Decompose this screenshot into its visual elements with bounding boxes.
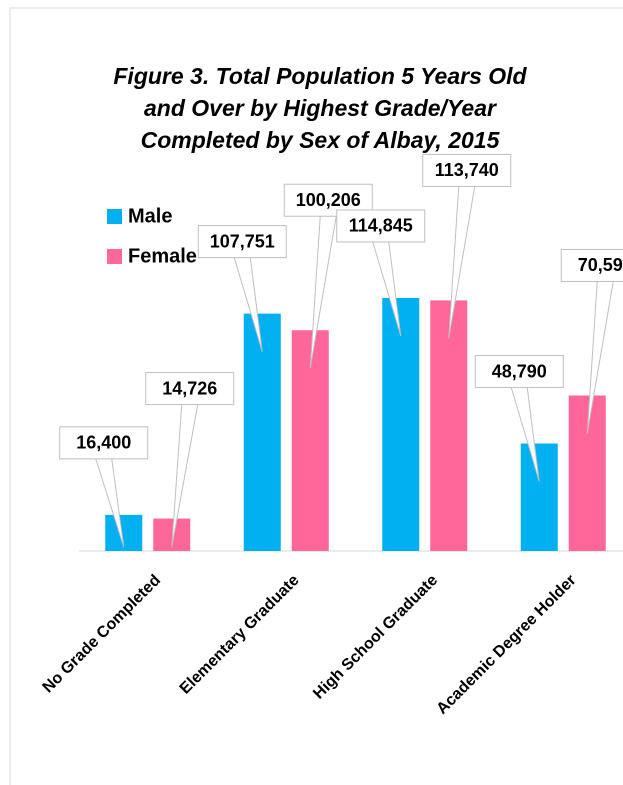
label-callout [448, 186, 476, 339]
chart-title: and Over by Highest Grade/Year [144, 95, 497, 121]
bar [568, 395, 606, 551]
bar [243, 313, 281, 551]
bar [520, 443, 558, 551]
data-label: 100,206 [296, 190, 361, 210]
data-label: 114,845 [349, 216, 413, 236]
label-callout [309, 216, 337, 369]
legend-swatch [107, 209, 122, 224]
data-label: 107,751 [210, 231, 275, 251]
label-callout [586, 281, 614, 434]
legend-label: Male [128, 205, 172, 227]
label-callout [510, 387, 540, 482]
data-label: 16,400 [76, 433, 131, 453]
data-label: 113,740 [435, 160, 499, 180]
label-box [474, 355, 564, 389]
chart-title: Figure 3. Total Population 5 Years Old [113, 63, 527, 89]
label-box [336, 209, 426, 243]
label-box [560, 248, 623, 282]
label-box [422, 153, 512, 187]
label-callout [95, 458, 125, 548]
data-label: 48,790 [492, 361, 547, 381]
label-box [145, 372, 235, 406]
chart-title: Completed by Sex of Albay, 2015 [141, 127, 501, 153]
bar [430, 300, 468, 551]
label-callout [233, 257, 263, 352]
label-callout [372, 241, 402, 337]
legend-label: Female [128, 245, 197, 267]
data-label: 70,591 [578, 255, 623, 275]
bar [382, 297, 420, 551]
label-box [197, 225, 287, 259]
data-label: 14,726 [162, 378, 217, 398]
label-callout [171, 404, 199, 548]
label-box [59, 426, 149, 460]
legend-swatch [107, 249, 122, 264]
